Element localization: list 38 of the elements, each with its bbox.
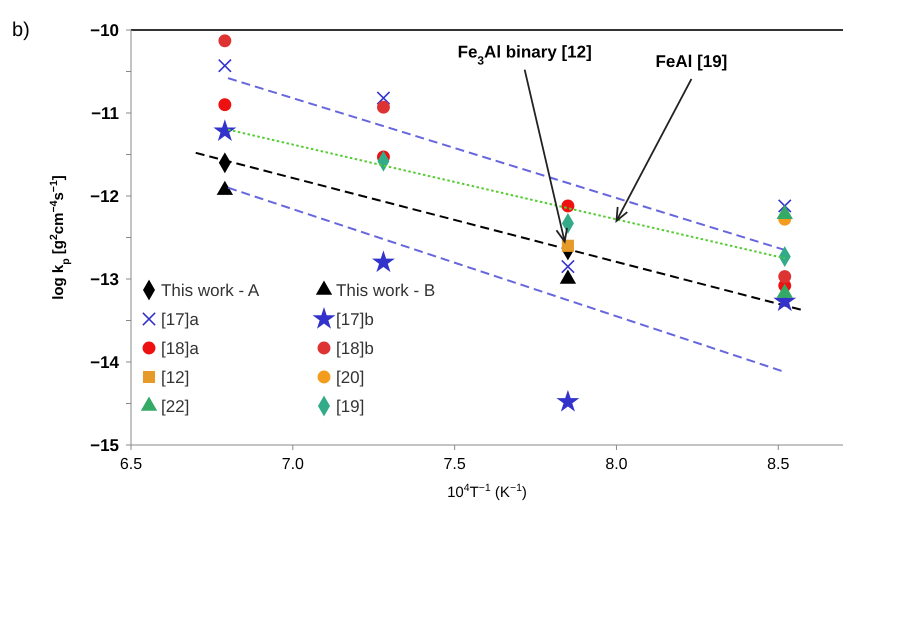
legend-label: [17]a [161, 310, 200, 329]
point [215, 121, 235, 140]
y-tick-label: −13 [90, 270, 119, 289]
point [218, 58, 232, 73]
point [561, 200, 574, 212]
point [218, 98, 232, 112]
point [376, 100, 390, 114]
legend-label: [22] [161, 397, 190, 416]
legend-label: [12] [161, 368, 190, 387]
point [376, 91, 390, 105]
x-tick-label: 7.0 [282, 456, 304, 473]
text: b) [12, 19, 30, 41]
y-tick-label: −14 [90, 353, 120, 372]
x-tick-label: 8.5 [767, 456, 790, 473]
point [218, 34, 232, 48]
point [778, 199, 792, 213]
point [778, 270, 792, 283]
x-tick-label: 8.0 [605, 456, 628, 473]
legend-label: [17]b [336, 310, 374, 329]
legend-label: This work - A [161, 281, 260, 300]
point [562, 240, 574, 252]
legend-label: [18]b [336, 339, 374, 358]
x-tick-label: 6.5 [120, 456, 142, 473]
point [558, 392, 578, 410]
legend-label: [18]a [161, 339, 200, 358]
x-axis-title: 10$^{4}$T$^{−1}$ (K$^{−1}$) [447, 482, 527, 501]
annotation: FeAl [19] [656, 52, 728, 71]
y-tick-label: −10 [90, 21, 119, 40]
legend-label: This work - B [336, 281, 436, 300]
legend-label: [19] [336, 397, 364, 416]
legend-label: [20] [336, 368, 364, 387]
y-tick-label: −12 [90, 187, 119, 206]
x-tick-label: 7.5 [444, 456, 466, 473]
y-tick-label: −15 [90, 436, 119, 455]
point [374, 252, 394, 271]
annotation: Fe$_{3}$Al binary [12] [458, 42, 592, 68]
y-tick-label: −11 [91, 104, 119, 123]
point [560, 260, 575, 274]
